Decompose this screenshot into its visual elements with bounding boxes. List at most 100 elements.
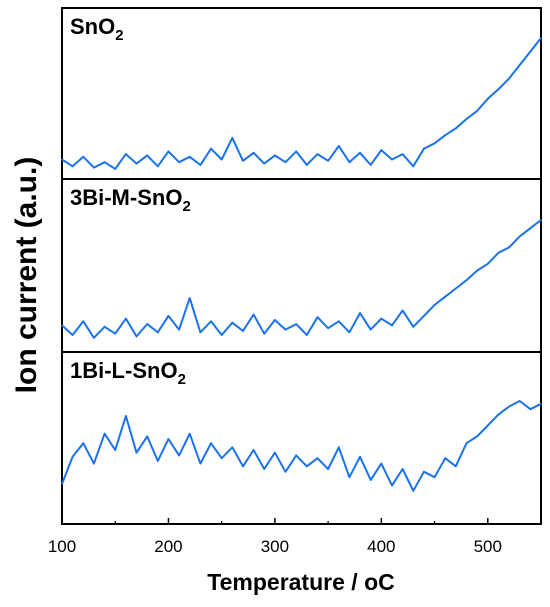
data-point <box>508 77 510 80</box>
data-point <box>327 160 329 162</box>
data-point <box>231 137 234 139</box>
panel-label-main: SnO <box>70 14 115 39</box>
data-point <box>348 161 351 163</box>
data-point <box>178 328 180 331</box>
x-axis-label-unit: oC <box>364 569 395 595</box>
data-point <box>157 460 159 462</box>
data-point <box>93 462 95 465</box>
panel-label: 1Bi-L-SnO2 <box>70 358 186 388</box>
data-point <box>359 152 361 154</box>
panel-label-subscript: 2 <box>182 198 190 215</box>
data-point <box>284 328 287 331</box>
data-point <box>274 154 276 157</box>
data-point <box>93 166 95 169</box>
data-point <box>157 331 159 334</box>
data-point <box>444 295 447 298</box>
data-point <box>540 403 542 405</box>
x-tick-label: 300 <box>261 537 289 556</box>
data-point <box>263 162 266 165</box>
data-point <box>135 335 138 338</box>
data-point <box>529 227 532 229</box>
data-point <box>167 315 170 317</box>
data-point <box>380 317 383 320</box>
series-line <box>61 219 542 339</box>
data-point <box>391 484 393 487</box>
data-point <box>444 457 447 460</box>
data-point <box>231 321 234 324</box>
data-point <box>199 462 202 465</box>
data-point <box>369 479 372 481</box>
data-point <box>465 279 468 282</box>
panel-0: SnO2 <box>61 7 542 180</box>
data-point <box>508 246 510 249</box>
data-point <box>487 424 489 427</box>
data-point <box>465 118 468 120</box>
data-point <box>146 435 148 438</box>
data-point <box>540 37 542 39</box>
data-point <box>338 446 340 449</box>
x-tick-label: 100 <box>48 537 76 556</box>
data-point <box>295 323 298 325</box>
data-point <box>487 98 489 100</box>
data-point <box>125 317 127 320</box>
data-point <box>401 468 404 470</box>
data-point <box>497 252 500 254</box>
panel-frame <box>61 7 542 180</box>
data-point <box>497 413 500 416</box>
panel-2: 1Bi-L-SnO2 <box>61 351 542 525</box>
data-point <box>61 483 63 485</box>
data-point <box>359 456 361 458</box>
data-point <box>369 164 372 166</box>
data-point <box>274 319 276 321</box>
data-point <box>125 415 127 417</box>
panel-label: 3Bi-M-SnO2 <box>70 185 191 215</box>
data-point <box>476 435 478 438</box>
data-point <box>71 334 74 336</box>
x-axis-ticks: 100 200 300 400 500 <box>48 518 502 556</box>
y-axis-label: Ion current (a.u.) <box>10 157 43 394</box>
data-point <box>401 153 404 155</box>
data-point <box>157 165 159 168</box>
panel-frame <box>61 351 542 525</box>
data-point <box>401 309 404 312</box>
data-point <box>242 330 244 332</box>
data-point <box>412 326 415 328</box>
data-point <box>71 456 74 458</box>
panel-label-subscript: 2 <box>115 27 123 44</box>
data-point <box>412 490 415 492</box>
data-point <box>306 164 308 166</box>
data-point <box>188 297 191 299</box>
data-point <box>146 323 148 325</box>
data-point <box>359 312 361 314</box>
data-point <box>444 134 447 136</box>
data-point <box>242 465 244 468</box>
data-point <box>252 449 255 451</box>
data-point <box>210 320 212 323</box>
data-point <box>487 263 489 265</box>
data-point <box>295 454 298 457</box>
data-point <box>316 316 319 319</box>
data-point <box>423 315 425 317</box>
data-point <box>348 476 351 479</box>
data-point <box>433 304 436 306</box>
x-axis-label-text: Temperature / <box>207 569 364 595</box>
data-point <box>518 400 521 402</box>
data-point <box>252 152 255 154</box>
data-point <box>423 147 425 150</box>
data-point <box>455 287 457 290</box>
data-point <box>284 471 287 473</box>
data-point <box>380 462 383 465</box>
data-point <box>327 327 329 330</box>
data-point <box>199 331 202 334</box>
data-point <box>284 161 287 163</box>
data-point <box>306 334 308 336</box>
data-point <box>167 150 170 153</box>
data-point <box>348 331 351 334</box>
data-point <box>540 219 542 221</box>
data-point <box>369 328 372 331</box>
x-tick-label: 200 <box>154 537 182 556</box>
data-point <box>465 442 468 445</box>
data-point <box>146 154 148 157</box>
